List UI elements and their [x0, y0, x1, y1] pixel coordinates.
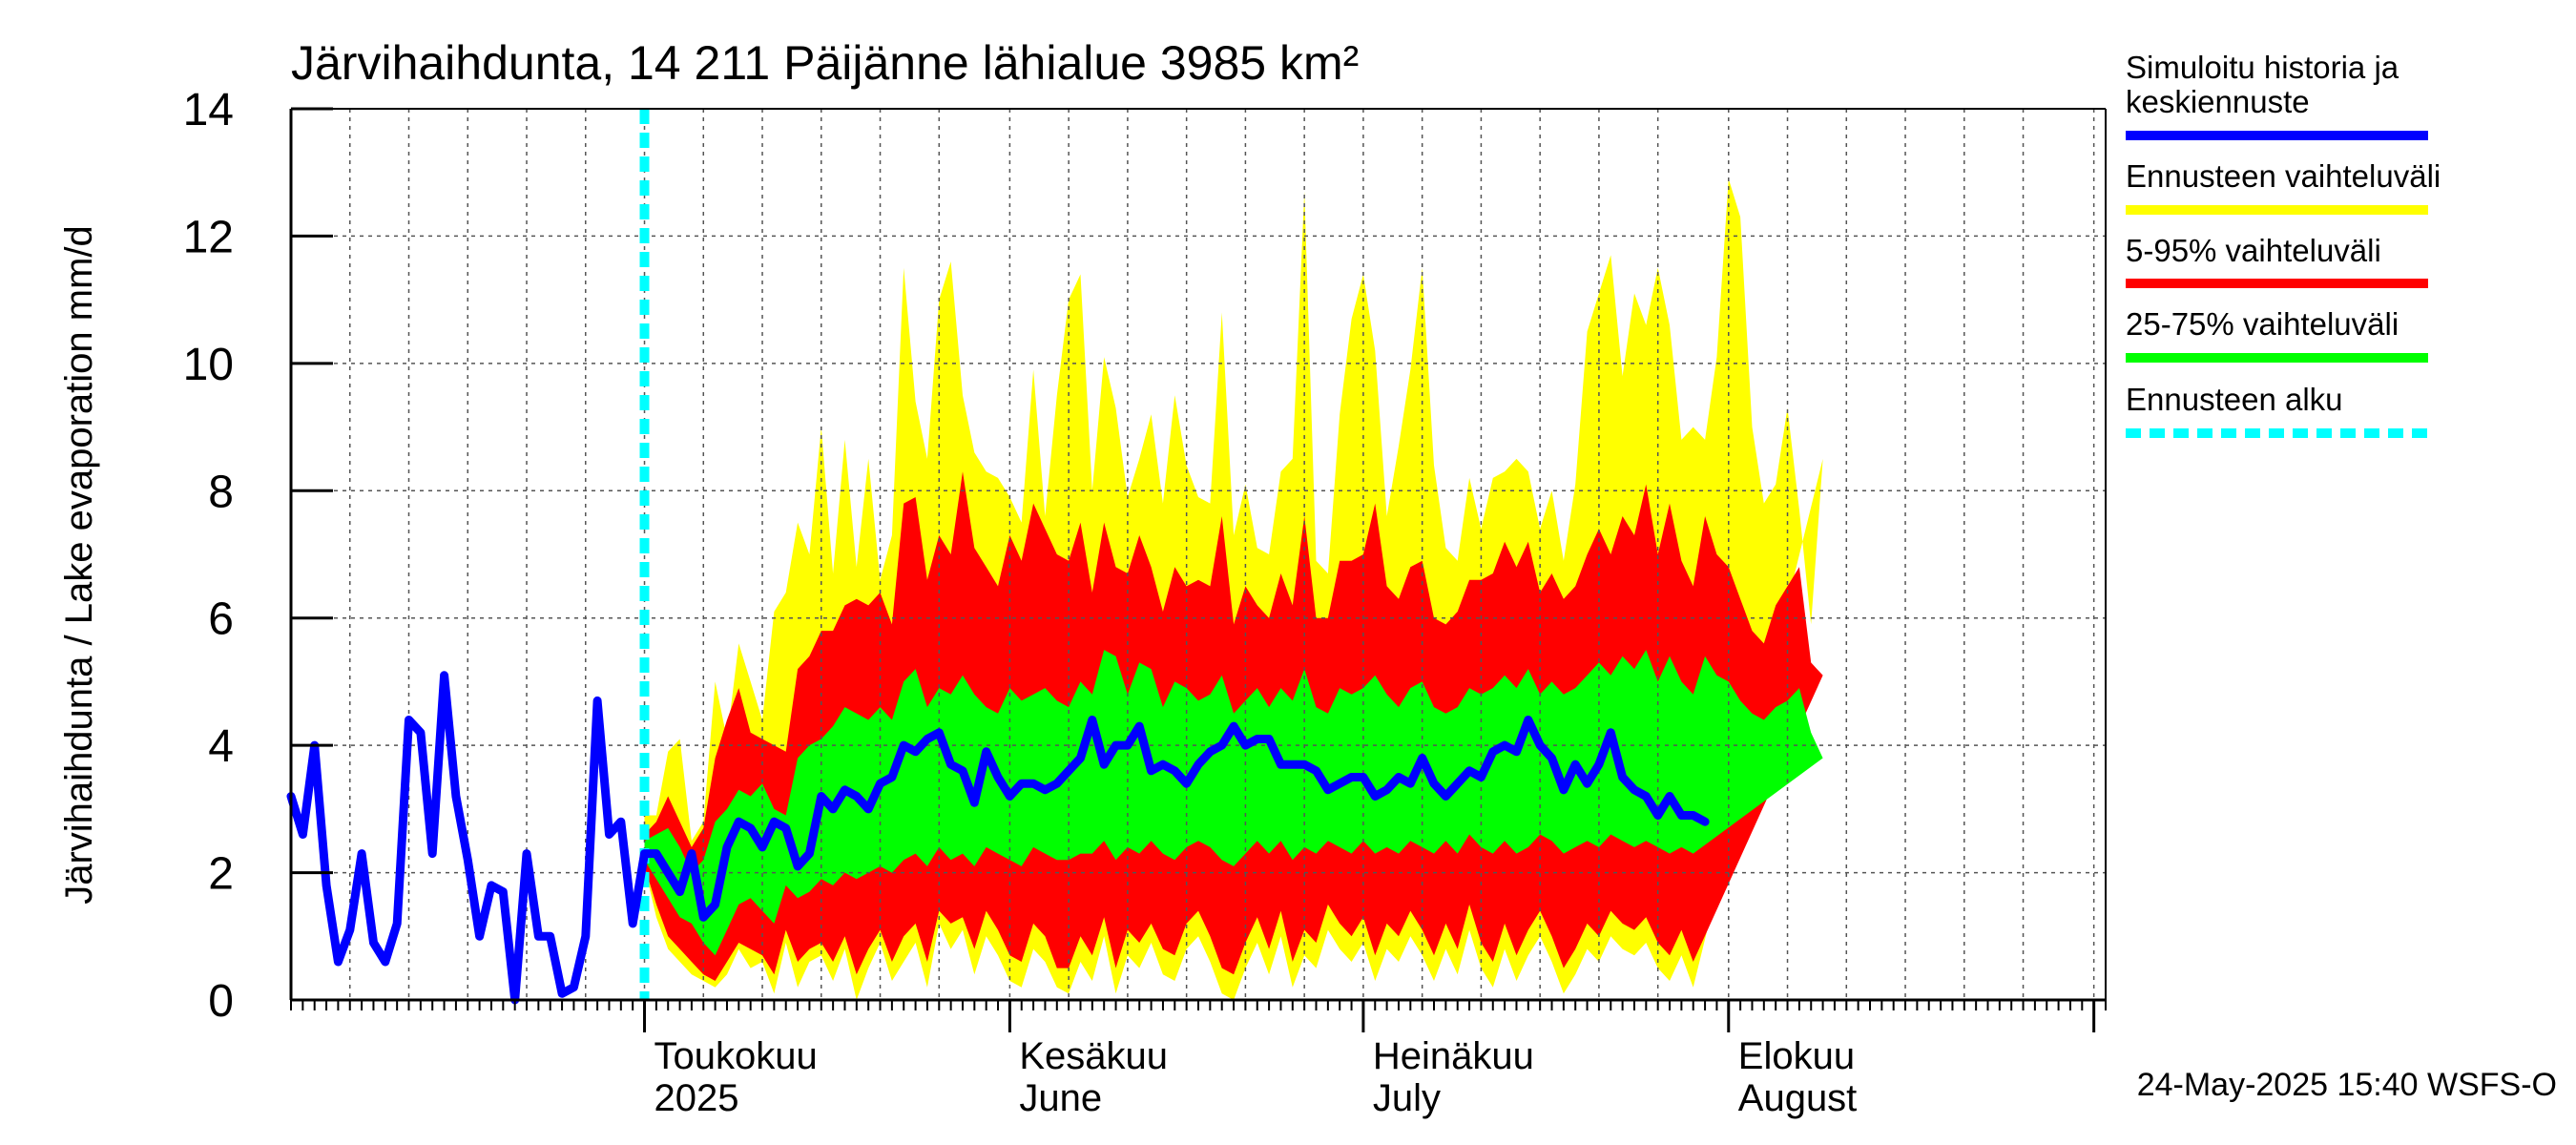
month-label: Kesäkuu [1019, 1035, 1168, 1077]
month-label-sub: August [1738, 1077, 1858, 1119]
legend-forecast-start-label: Ennusteen alku [2126, 382, 2343, 417]
y-tick-label: 2 [208, 849, 234, 900]
y-tick-label: 0 [208, 976, 234, 1027]
y-tick-label: 6 [208, 594, 234, 645]
legend-25-75-label: 25-75% vaihteluväli [2126, 306, 2399, 342]
legend-mean-label: Simuloitu historia ja [2126, 50, 2399, 85]
y-tick-label: 10 [183, 340, 234, 390]
y-tick-label: 14 [183, 85, 234, 135]
series-lines [286, 109, 1710, 1005]
month-label: Toukokuu [654, 1035, 818, 1077]
legend-5-95-label: 5-95% vaihteluväli [2126, 233, 2381, 268]
chart-title: Järvihaihdunta, 14 211 Päijänne lähialue… [291, 36, 1359, 90]
y-tick-label: 4 [208, 721, 234, 772]
legend-mean-label-2: keskiennuste [2126, 84, 2310, 119]
legend-full-range-label: Ennusteen vaihteluväli [2126, 158, 2441, 194]
month-label-sub: July [1373, 1077, 1441, 1119]
y-tick-label: 12 [183, 212, 234, 262]
month-label: Elokuu [1738, 1035, 1855, 1077]
timestamp: 24-May-2025 15:40 WSFS-O [2137, 1067, 2557, 1103]
grid-lines [291, 109, 2106, 1000]
y-tick-label: 8 [208, 467, 234, 517]
y-axis-label: Järvihaihdunta / Lake evaporation mm/d [58, 225, 100, 905]
month-label: Heinäkuu [1373, 1035, 1534, 1077]
month-label-sub: June [1019, 1077, 1102, 1119]
series-line-mean [286, 671, 1710, 1005]
month-label-sub: 2025 [654, 1077, 739, 1119]
